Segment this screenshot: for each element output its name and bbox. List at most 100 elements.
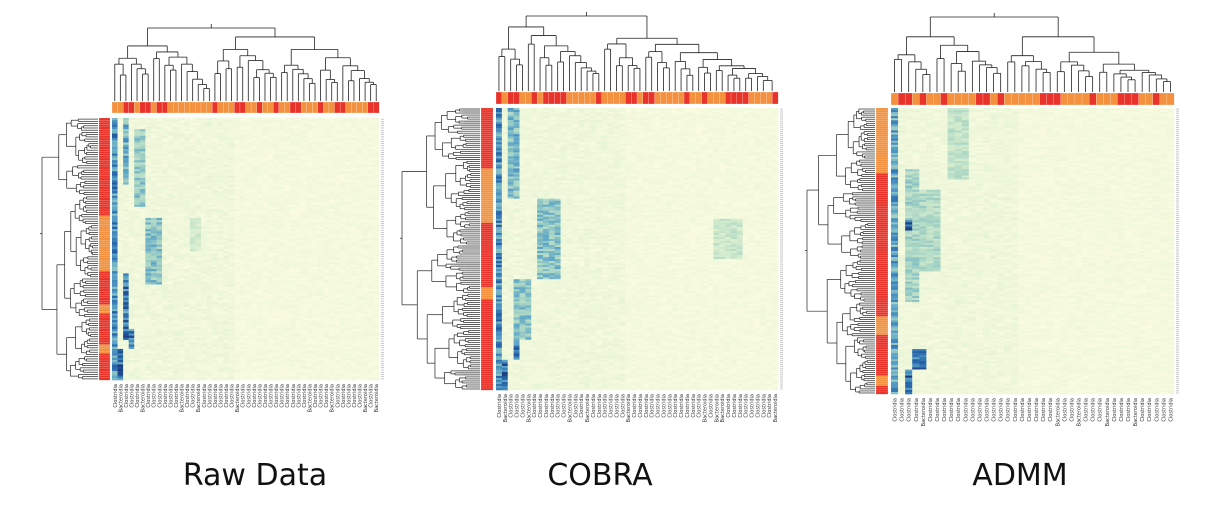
heatmap-cell <box>189 151 196 154</box>
heatmap-cell <box>112 366 118 370</box>
heatmap-cell <box>178 320 185 323</box>
heatmap-cell <box>345 182 352 185</box>
heatmap-cell <box>256 213 263 216</box>
heatmap-cell <box>217 202 224 205</box>
heatmap-cell <box>206 368 213 372</box>
heatmap-cell <box>290 291 296 294</box>
heatmap-cell <box>123 184 129 188</box>
heatmap-cell <box>228 280 235 283</box>
heatmap-cell <box>328 320 335 323</box>
heatmap-cell <box>312 189 319 192</box>
heatmap-cell <box>145 233 152 236</box>
heatmap-cell <box>273 277 280 281</box>
heatmap-cell <box>134 189 141 192</box>
heatmap-cell <box>173 175 180 179</box>
heatmap-cell <box>173 233 180 236</box>
heatmap-cell <box>301 295 307 299</box>
heatmap-cell <box>295 282 302 285</box>
heatmap-cell <box>223 324 230 328</box>
heatmap-cell <box>328 273 335 276</box>
heatmap-cell <box>317 200 324 203</box>
heatmap-cell <box>228 335 235 339</box>
heatmap-cell <box>284 324 291 328</box>
heatmap-cell <box>195 328 202 332</box>
heatmap-cell <box>134 175 141 179</box>
heatmap-cell <box>239 366 246 370</box>
heatmap-cell <box>334 160 341 163</box>
heatmap-cell <box>278 246 285 250</box>
heatmap-cell <box>262 153 269 157</box>
heatmap-cell <box>256 353 263 356</box>
heatmap-cell <box>262 371 269 374</box>
heatmap-cell <box>245 260 252 263</box>
heatmap-cell <box>223 160 230 163</box>
heatmap-cell <box>323 189 330 192</box>
heatmap-cell <box>195 257 202 261</box>
heatmap-cell <box>290 202 296 205</box>
heatmap-cell <box>123 377 129 381</box>
heatmap-cell <box>345 177 352 181</box>
heatmap-cell <box>284 175 291 179</box>
heatmap-cell <box>334 202 341 205</box>
heatmap-cell <box>323 177 330 181</box>
heatmap-cell <box>317 193 324 197</box>
heatmap-cell <box>223 280 230 283</box>
heatmap-cell <box>256 275 263 279</box>
heatmap-cell <box>150 122 157 125</box>
heatmap-cell <box>134 264 141 268</box>
heatmap-cell <box>139 368 146 372</box>
heatmap-cell <box>306 275 313 279</box>
heatmap-cell <box>256 268 263 272</box>
heatmap-cell <box>306 157 313 161</box>
heatmap-cell <box>217 324 224 328</box>
heatmap-cell <box>117 122 124 125</box>
heatmap-cell <box>156 129 163 132</box>
heatmap-cell <box>273 206 280 210</box>
heatmap-cell <box>189 373 196 376</box>
heatmap-cell <box>328 231 335 234</box>
heatmap-cell <box>117 222 124 225</box>
heatmap-cell <box>134 277 141 281</box>
heatmap-cell <box>162 140 168 143</box>
heatmap-cell <box>306 291 313 294</box>
heatmap-cell <box>195 144 202 148</box>
heatmap-cell <box>173 149 180 152</box>
heatmap-cell <box>306 253 313 256</box>
heatmap-cell <box>134 220 141 223</box>
heatmap-cell <box>128 220 135 223</box>
heatmap-cell <box>323 160 330 163</box>
heatmap-cell <box>212 126 218 130</box>
heatmap-cell <box>290 271 296 274</box>
heatmap-cell <box>223 133 230 137</box>
heatmap-cell <box>234 373 241 376</box>
heatmap-cell <box>212 280 218 283</box>
heatmap-cell <box>117 126 124 130</box>
heatmap-cell <box>301 260 307 263</box>
heatmap-cell <box>239 124 246 128</box>
heatmap-cell <box>323 257 330 261</box>
heatmap-cell <box>139 264 146 268</box>
heatmap-cell <box>223 124 230 128</box>
heatmap-cell <box>117 346 124 350</box>
heatmap-cell <box>323 364 330 367</box>
heatmap-cell <box>150 129 157 132</box>
heatmap-cell <box>123 288 129 292</box>
heatmap-cell <box>150 220 157 223</box>
heatmap-cell <box>284 240 291 243</box>
heatmap-cell <box>256 155 263 159</box>
heatmap-cell <box>212 317 218 321</box>
heatmap-cell <box>128 209 135 212</box>
heatmap-cell <box>239 355 246 359</box>
heatmap-cell <box>323 302 330 305</box>
heatmap-cell <box>278 260 285 263</box>
heatmap-cell <box>145 171 152 174</box>
heatmap-cell <box>334 331 341 334</box>
heatmap-cell <box>340 126 346 130</box>
heatmap-cell <box>162 235 168 239</box>
heatmap-cell <box>306 162 313 165</box>
heatmap-cell <box>150 118 157 121</box>
heatmap-cell <box>167 326 174 330</box>
heatmap-cell <box>178 280 185 283</box>
heatmap-cell <box>195 233 202 236</box>
heatmap-cell <box>323 195 330 199</box>
